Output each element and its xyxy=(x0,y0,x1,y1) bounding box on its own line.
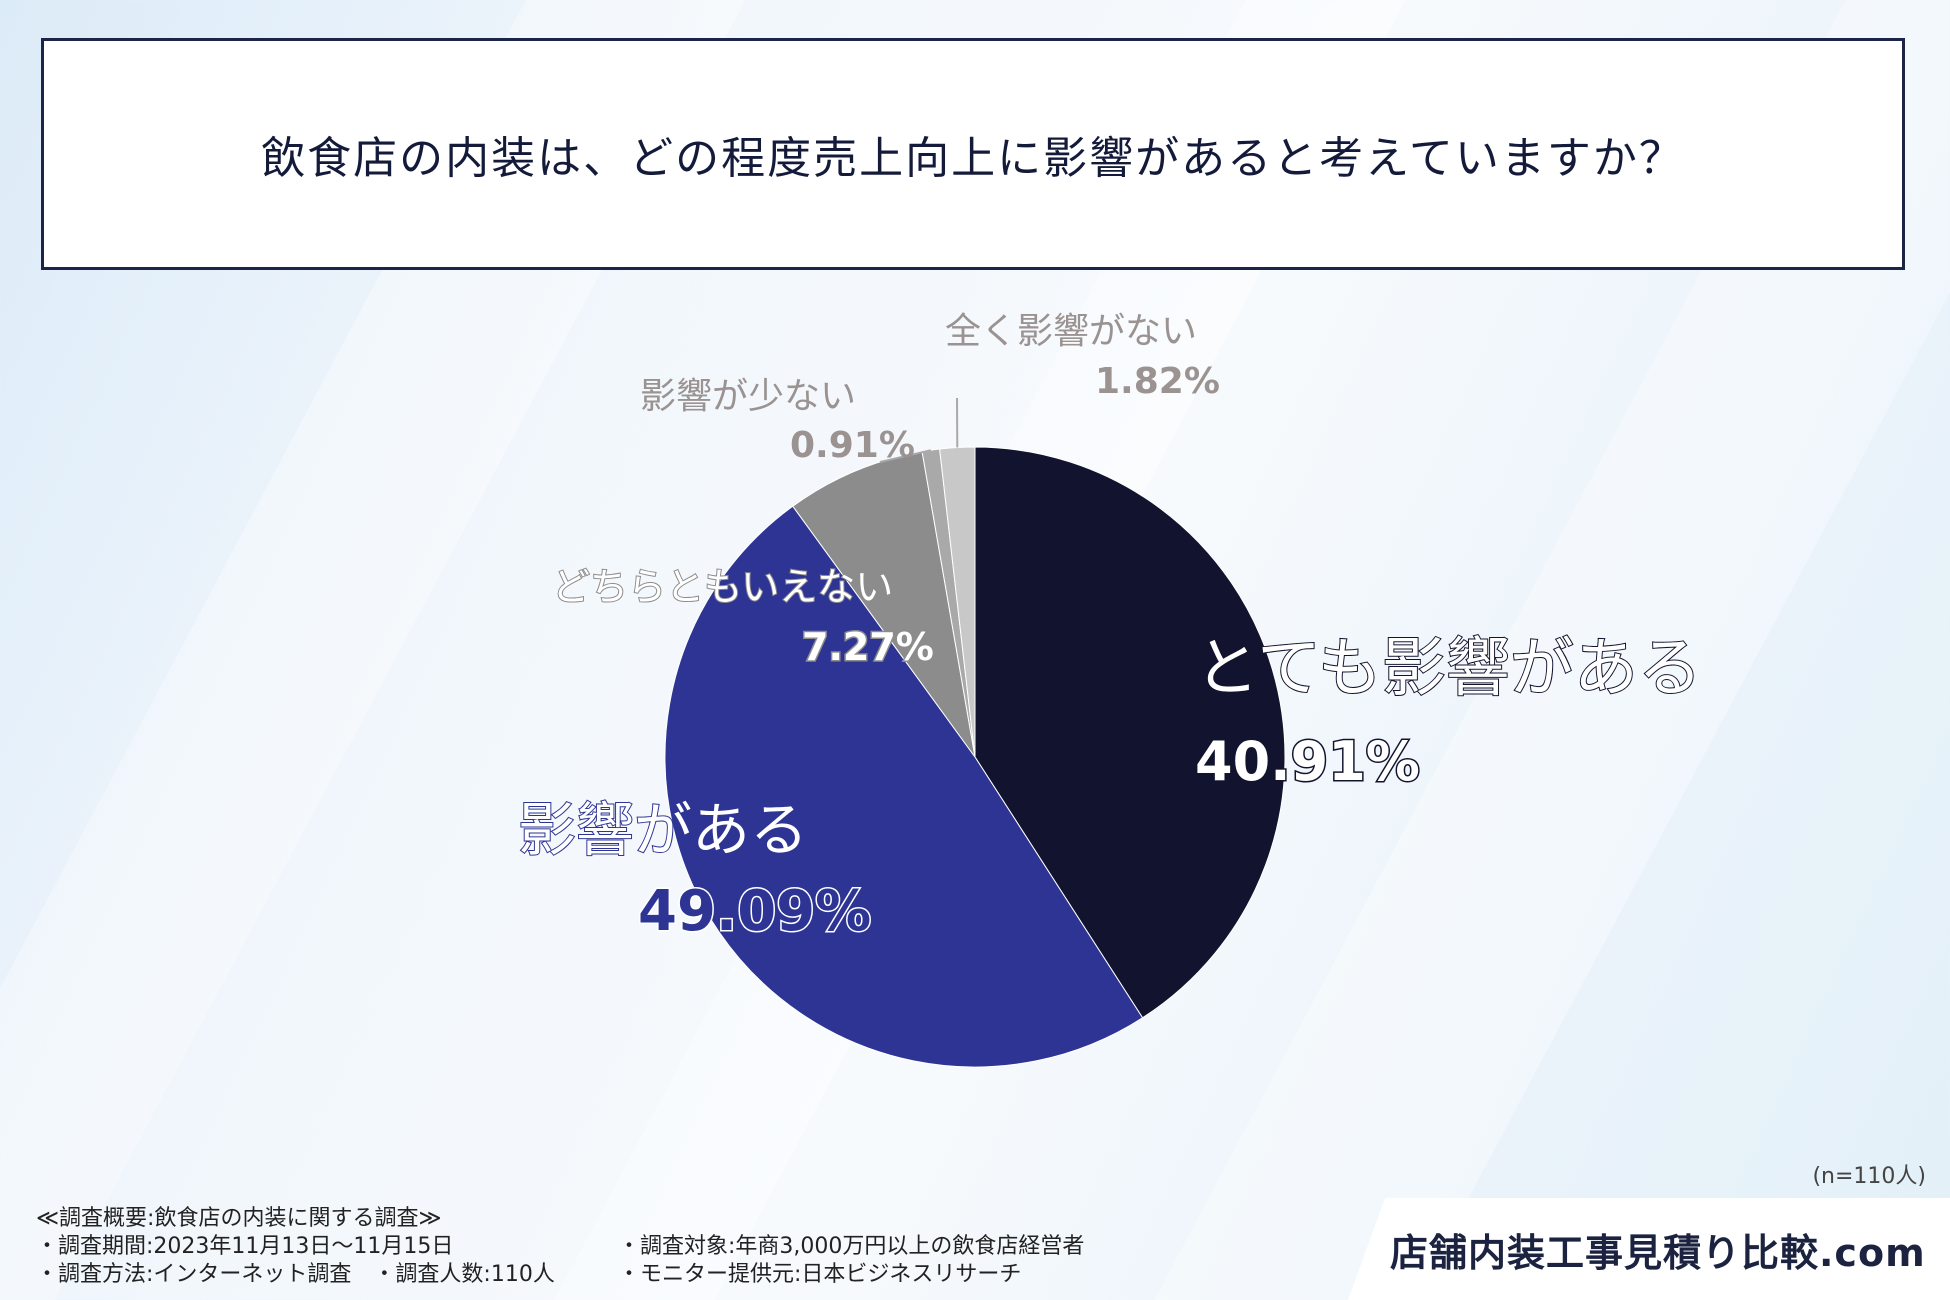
slice-value-label: 7.27% xyxy=(802,625,934,669)
slice-labels: とても影響がある 40.91% 影響がある 49.09% どちらともいえない 7.27% 影… xyxy=(517,311,1703,946)
pie-slice xyxy=(664,505,1144,1068)
survey-period: ・調査期間:2023年11月13日〜11月15日 xyxy=(36,1234,454,1259)
slice-value-label: 40.91% xyxy=(1195,730,1420,793)
survey-details: ・調査対象:年商3,000万円以上の飲食店経営者 ・モニター提供元:日本ビジネス… xyxy=(618,1233,1084,1289)
leader-lines xyxy=(879,397,959,463)
title-box: 飲食店の内装は、どの程度売上向上に影響があると考えていますか？ xyxy=(41,38,1905,270)
survey-target: ・調査対象:年商3,000万円以上の飲食店経営者 xyxy=(618,1234,1085,1259)
slice-label: どちらともいえない xyxy=(552,565,893,609)
survey-method: ・調査方法:インターネット調査 ・調査人数:110人 xyxy=(36,1262,555,1287)
pie-slices xyxy=(664,446,1286,1068)
slice-label: 全く影響がない xyxy=(945,311,1197,352)
sample-size-label: (n=110人) xyxy=(1812,1164,1926,1189)
brand-logo-text: 店舗内装工事見積り比較.com xyxy=(1390,1231,1926,1275)
leader-line xyxy=(879,449,932,463)
slice-label: 影響がある xyxy=(518,796,808,864)
survey-monitor: ・モニター提供元:日本ビジネスリサーチ xyxy=(618,1262,1022,1287)
survey-title: ≪調査概要:飲食店の内装に関する調査≫ xyxy=(36,1206,442,1231)
chart-title: 飲食店の内装は、どの程度売上向上に影響があると考えていますか？ xyxy=(261,133,1685,184)
slice-label: 影響が少ない xyxy=(640,376,856,417)
slice-label: とても影響がある xyxy=(1195,632,1702,706)
survey-summary: ≪調査概要:飲食店の内装に関する調査≫ ・調査期間:2023年11月13日〜11… xyxy=(36,1205,555,1289)
slice-value-label: 1.82% xyxy=(1095,361,1220,402)
pie-slice xyxy=(939,446,976,758)
pie-slice xyxy=(974,446,1286,1019)
slice-value-label: 0.91% xyxy=(790,425,915,466)
slice-value-label: 49.09% xyxy=(638,879,871,944)
